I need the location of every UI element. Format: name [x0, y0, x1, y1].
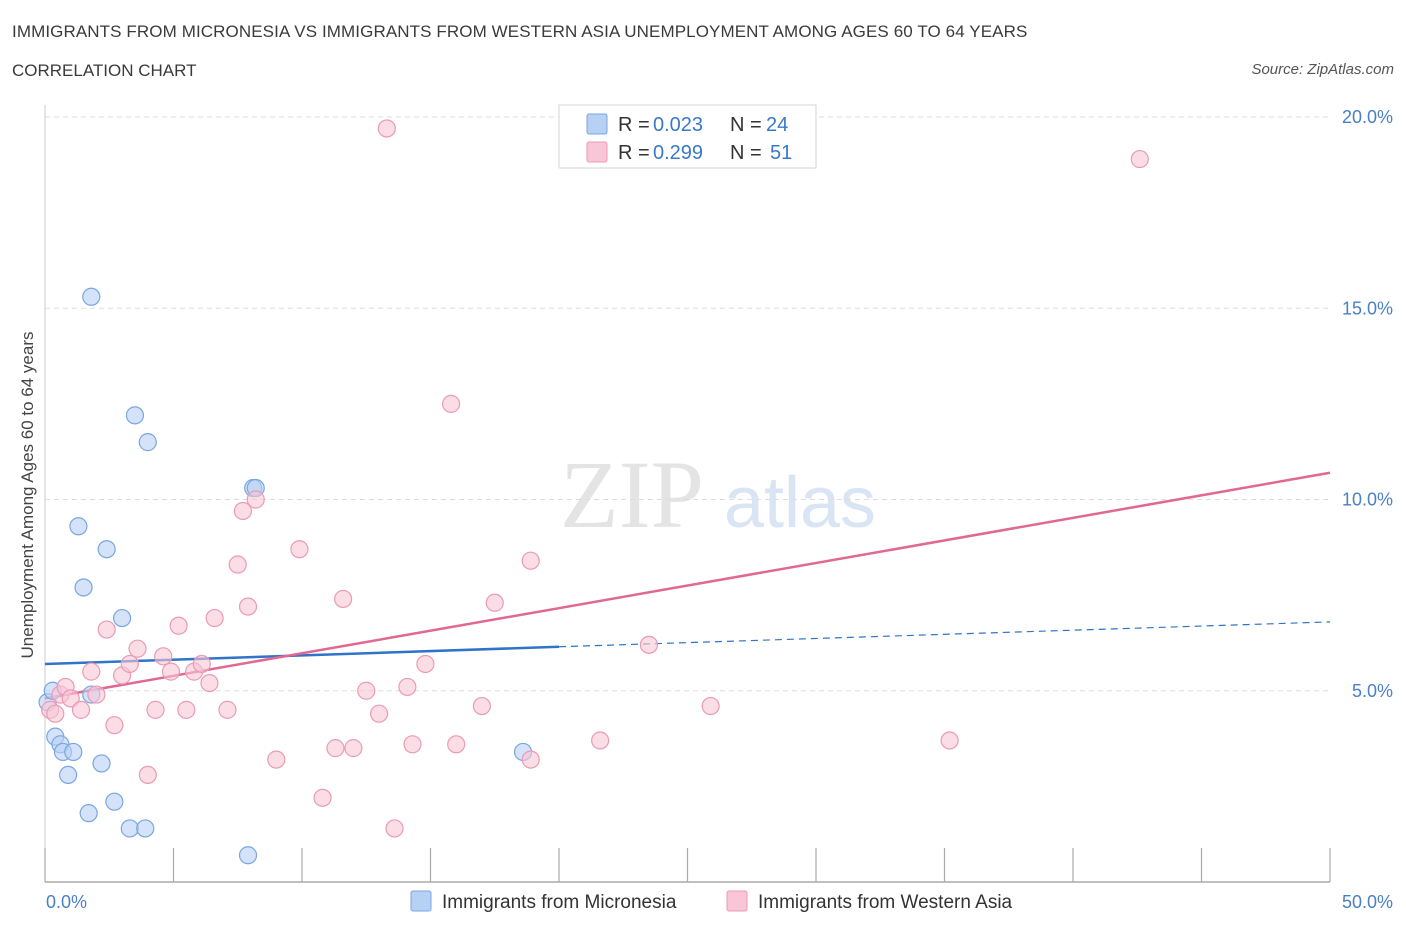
- grid-layer: [45, 116, 1330, 692]
- western-asia-point: [398, 677, 417, 697]
- western-asia-point: [591, 731, 610, 750]
- western-asia-point: [177, 700, 196, 719]
- western-asia-point: [485, 593, 504, 612]
- x-tick-label: 0.0%: [46, 892, 87, 912]
- western-asia-point: [416, 654, 435, 674]
- bottom-legend-swatch-western-asia: [726, 890, 748, 912]
- correlation-legend: R = 0.023 N = 24 R = 0.299 N = 51: [558, 104, 817, 169]
- legend-n-value-2: 51: [770, 142, 792, 164]
- western-asia-point: [370, 704, 389, 723]
- western-asia-point: [377, 119, 396, 138]
- western-asia-point: [472, 696, 491, 716]
- western-asia-point: [146, 700, 165, 719]
- western-asia-point: [200, 673, 219, 693]
- tick-label-layer: 5.0% 10.0% 15.0% 20.0% 0.0% 50.0%: [46, 107, 1393, 912]
- legend-r-label-2: R =: [618, 142, 650, 164]
- series-legend: Immigrants from Micronesia Immigrants fr…: [410, 890, 1013, 913]
- micronesia-point: [120, 819, 139, 838]
- western-asia-point: [238, 597, 258, 616]
- western-asia-point: [246, 490, 265, 509]
- western-asia-point: [334, 589, 353, 609]
- legend-r-value-2: 0.299: [653, 142, 703, 164]
- bottom-legend-swatch-micronesia: [410, 890, 432, 912]
- western-asia-point: [344, 739, 363, 758]
- western-asia-point: [97, 620, 116, 639]
- western-asia-point: [403, 735, 422, 754]
- western-asia-point: [161, 662, 181, 681]
- micronesia-point: [125, 406, 145, 425]
- micronesia-point: [112, 608, 132, 628]
- western-asia-point: [313, 788, 332, 807]
- micronesia-point: [105, 792, 124, 811]
- western-asia-point: [521, 551, 540, 570]
- western-asia-point: [46, 704, 65, 723]
- micronesia-trend-extension: [558, 621, 1331, 648]
- micronesia-point: [69, 517, 88, 536]
- micronesia-point: [64, 742, 83, 762]
- western-asia-trend-line: [44, 471, 1331, 700]
- western-asia-point: [87, 685, 106, 704]
- points-layer: [38, 119, 1149, 865]
- western-asia-point: [120, 654, 139, 674]
- western-asia-point: [357, 681, 376, 700]
- micronesia-point: [238, 846, 258, 865]
- western-asia-point: [233, 501, 252, 521]
- chart-title: IMMIGRANTS FROM MICRONESIA VS IMMIGRANTS…: [12, 22, 1028, 41]
- watermark-zip: ZIP: [560, 441, 704, 548]
- bottom-legend-label-western-asia: Immigrants from Western Asia: [758, 892, 1013, 913]
- western-asia-point: [61, 689, 80, 708]
- bottom-legend-label-micronesia: Immigrants from Micronesia: [442, 892, 677, 913]
- legend-swatch-western-asia: [586, 141, 608, 163]
- western-asia-point: [218, 700, 237, 719]
- western-asia-point: [82, 662, 101, 681]
- western-asia-point: [105, 716, 124, 735]
- axis-layer: [44, 105, 1331, 883]
- x-tick-label: 50.0%: [1342, 892, 1393, 912]
- legend-n-label-2: N =: [730, 142, 762, 164]
- western-asia-point: [192, 654, 211, 674]
- micronesia-point: [74, 578, 93, 597]
- legend-n-label-1: N =: [730, 114, 762, 136]
- watermark-atlas: atlas: [724, 463, 876, 543]
- western-asia-point: [521, 750, 540, 769]
- western-asia-point: [267, 750, 286, 769]
- legend-r-label-1: R =: [618, 114, 650, 136]
- western-asia-point: [326, 739, 345, 758]
- western-asia-point: [701, 696, 720, 716]
- y-tick-label: 5.0%: [1352, 681, 1393, 701]
- y-axis-label: Unemployment Among Ages 60 to 64 years: [18, 332, 37, 659]
- western-asia-point: [940, 731, 959, 750]
- source-credit: Source: ZipAtlas.com: [1251, 61, 1394, 78]
- western-asia-point: [154, 647, 173, 666]
- legend-n-value-1: 24: [766, 114, 788, 136]
- y-tick-label: 20.0%: [1342, 107, 1393, 127]
- micronesia-point: [82, 287, 101, 306]
- micronesia-point: [97, 540, 116, 559]
- western-asia-point: [128, 639, 147, 658]
- western-asia-point: [441, 394, 461, 413]
- western-asia-point: [228, 555, 247, 574]
- western-asia-point: [639, 635, 659, 654]
- western-asia-point: [447, 735, 466, 754]
- micronesia-point: [92, 754, 111, 773]
- western-asia-point: [205, 608, 224, 628]
- legend-r-value-1: 0.023: [653, 114, 703, 136]
- micronesia-point: [136, 819, 155, 838]
- western-asia-point: [169, 616, 188, 635]
- micronesia-point: [138, 433, 157, 452]
- micronesia-point: [79, 804, 98, 823]
- y-tick-label: 15.0%: [1342, 298, 1393, 318]
- western-asia-point: [290, 540, 309, 559]
- western-asia-point: [138, 765, 157, 785]
- western-asia-point: [1130, 149, 1149, 169]
- micronesia-point: [59, 765, 78, 785]
- y-tick-label: 10.0%: [1342, 490, 1393, 510]
- western-asia-point: [71, 700, 91, 719]
- western-asia-point: [385, 819, 404, 838]
- chart-subtitle: CORRELATION CHART: [12, 61, 197, 80]
- legend-swatch-micronesia: [586, 113, 608, 135]
